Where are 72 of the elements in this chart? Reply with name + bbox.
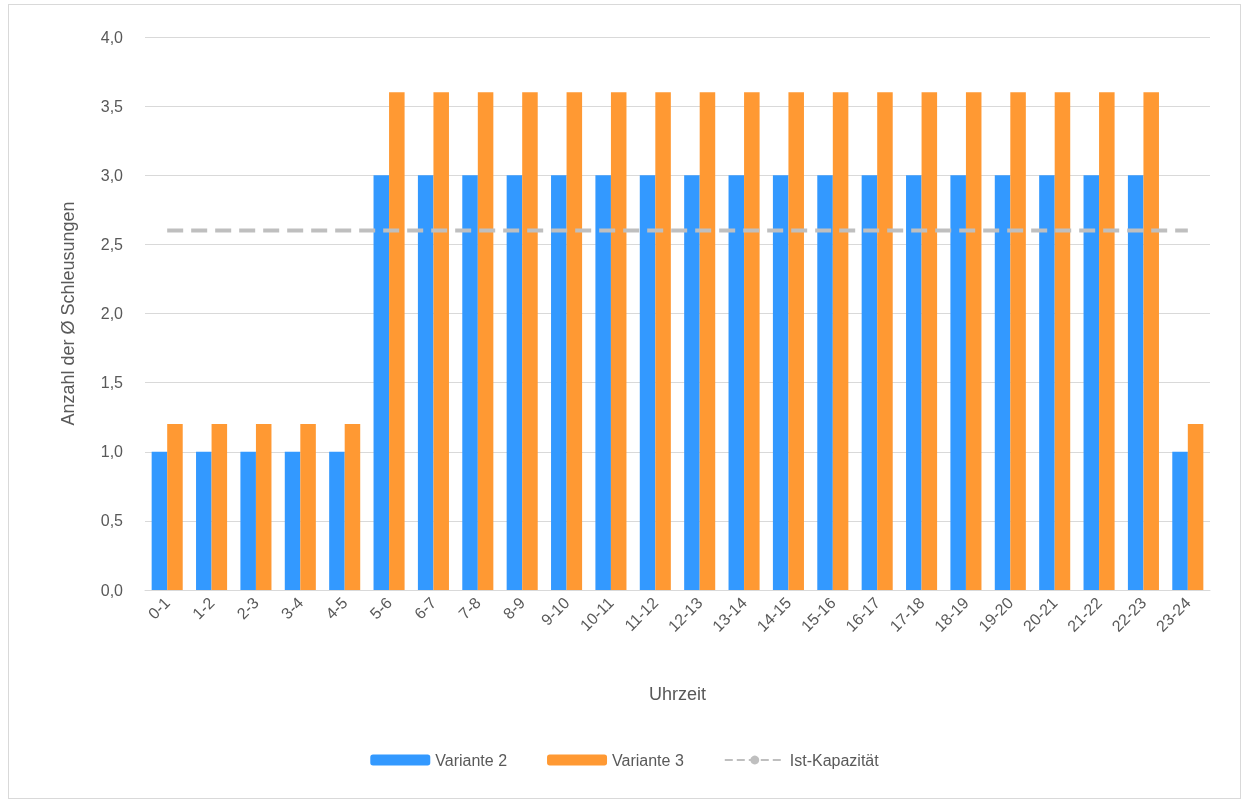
y-axis-title: Anzahl der Ø Schleusungen <box>58 201 78 426</box>
bar <box>329 451 345 590</box>
bar <box>744 92 760 590</box>
bar <box>1054 92 1071 590</box>
bar <box>817 175 833 590</box>
bar <box>433 92 449 590</box>
x-tick-label: 6-7 <box>411 593 440 623</box>
x-axis-title: Uhrzeit <box>648 684 707 704</box>
bar <box>595 175 611 590</box>
bar <box>1127 175 1144 590</box>
bar <box>506 175 523 590</box>
y-tick-label: 0,5 <box>100 512 124 530</box>
bar <box>832 92 849 590</box>
y-tick-label: 1,5 <box>100 374 124 392</box>
bar <box>151 451 168 590</box>
bar <box>167 424 183 590</box>
bar <box>211 424 228 590</box>
x-tick-label: 7-8 <box>455 593 484 623</box>
legend-label: Variante 3 <box>612 751 684 769</box>
bar <box>1187 424 1204 590</box>
bar <box>1143 92 1159 590</box>
x-tick-label: 1-2 <box>189 593 218 623</box>
bar <box>462 175 478 590</box>
bar <box>965 92 982 590</box>
bar <box>610 92 627 590</box>
x-tick-label: 3-4 <box>277 593 307 623</box>
bar <box>522 92 538 590</box>
bar <box>389 92 405 590</box>
bar <box>373 175 390 590</box>
bar <box>1010 92 1026 590</box>
bar <box>950 175 966 590</box>
y-tick-label: 2,5 <box>100 235 124 253</box>
bar <box>861 175 878 590</box>
bar <box>684 175 700 590</box>
bar <box>477 92 494 590</box>
y-tick-label: 3,5 <box>100 97 124 115</box>
bar <box>1039 175 1055 590</box>
y-tick-label: 2,0 <box>100 305 124 322</box>
bar <box>772 175 789 590</box>
bar <box>255 424 272 590</box>
bar <box>300 424 316 590</box>
bar <box>1083 175 1100 590</box>
bar <box>551 175 567 590</box>
x-tick-label: 8-9 <box>499 593 529 623</box>
bar <box>788 92 804 590</box>
bar <box>1172 451 1188 590</box>
bar <box>240 451 256 590</box>
legend-label: Ist-Kapazität <box>789 751 880 769</box>
bar <box>1099 92 1115 590</box>
y-tick-label: 1,0 <box>100 443 124 461</box>
bar <box>877 92 893 590</box>
y-tick-label: 4,0 <box>100 28 124 46</box>
bar <box>566 92 583 590</box>
y-tick-label: 3,0 <box>100 166 124 184</box>
bar <box>921 92 938 590</box>
bar <box>284 451 301 590</box>
bar <box>639 175 656 590</box>
x-tick-label: 4-5 <box>322 593 351 623</box>
x-tick-label: 5-6 <box>366 593 396 623</box>
bar <box>994 175 1011 590</box>
bar <box>728 175 745 590</box>
bar <box>344 424 361 590</box>
bar <box>417 175 434 590</box>
x-tick-label: 9-10 <box>537 593 573 629</box>
y-tick-label: 0,0 <box>100 581 124 599</box>
bar <box>655 92 671 590</box>
bar <box>906 175 922 590</box>
x-tick-label: 0-1 <box>144 593 174 623</box>
legend-label: Variante 2 <box>435 751 508 769</box>
x-tick-label: 2-3 <box>233 593 263 623</box>
bar <box>196 451 212 590</box>
bar <box>699 92 716 590</box>
